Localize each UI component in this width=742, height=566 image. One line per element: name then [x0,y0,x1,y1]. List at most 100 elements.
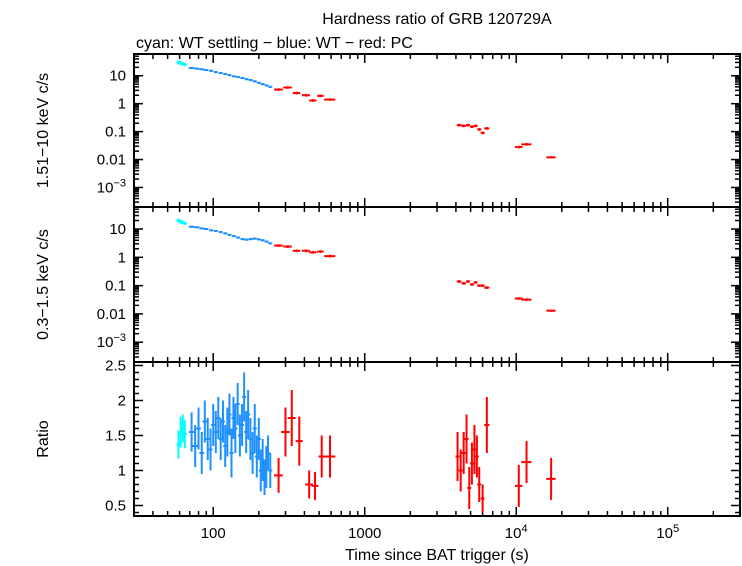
y-tick-label: 1 [118,96,126,113]
data-point [467,467,472,509]
x-axis-label: Time since BAT trigger (s) [345,547,529,564]
data-point [546,457,556,500]
data-point [208,428,213,471]
data-point [274,88,283,91]
data-point [220,400,225,443]
data-point [480,484,485,513]
series-blue [188,225,273,245]
data-point [199,68,205,71]
data-point [477,128,482,131]
data-point [182,62,187,67]
y-tick-label: 1.5 [105,428,126,445]
data-point [204,228,209,231]
data-point [546,309,556,312]
y-tick-label: 0.01 [97,306,126,323]
data-point [484,286,490,289]
data-point [480,131,485,135]
series-cyan [176,414,187,459]
series-blue [188,372,273,495]
data-point [236,236,241,239]
data-point [205,418,210,460]
data-point [461,124,466,128]
plot-frame [133,206,741,363]
x-tick-label: 100 [201,525,226,542]
data-point [256,418,261,460]
panel-soft: 10 1 0.1 0.01 10−3 0.3−1.5 keV c/s [35,206,741,363]
data-point [223,73,228,76]
data-point [268,85,273,88]
data-point [248,79,253,82]
data-point [260,83,265,86]
data-point [465,123,470,127]
data-point [274,457,283,493]
chart-title: Hardness ratio of GRB 120729A [322,11,552,28]
data-point [202,400,208,443]
data-point [472,425,477,474]
data-point [199,432,205,474]
data-point [521,441,532,484]
data-point [301,93,310,97]
y-tick-label: 0.01 [97,152,126,169]
series-blue [188,66,273,88]
data-point [240,76,245,80]
data-point [204,69,209,72]
data-point [268,453,273,488]
data-point [268,242,273,245]
data-point [240,404,245,446]
data-point [209,229,214,232]
data-point [231,235,236,238]
data-point [455,432,460,481]
y-tick-label: 0.1 [105,124,126,141]
series-cyan [176,218,187,225]
data-point [229,428,234,478]
data-point [477,284,482,287]
data-point [188,412,195,452]
data-point [484,127,490,130]
series-red [274,244,556,312]
data-point [242,372,247,422]
data-point [480,284,485,287]
chart-subtitle: cyan: WT settling − blue: WT − red: PC [136,35,413,52]
x-tick-label: 1000 [348,525,381,542]
y-tick-label: 10 [109,221,126,238]
x-tick-label: 104 [505,523,528,542]
data-point [469,442,474,485]
y-axis-label: 1.51−10 keV c/s [35,73,52,188]
data-point [231,75,236,78]
data-point [469,283,474,286]
data-point [458,449,463,492]
data-point [188,66,195,69]
y-axis-label: 0.3−1.5 keV c/s [35,229,52,340]
data-point [211,404,216,446]
data-point [192,425,198,467]
data-point [474,435,479,478]
data-point [248,238,253,241]
series-red [274,86,556,159]
data-point [324,254,336,258]
data-point [213,229,218,233]
data-point [318,435,325,478]
data-point [264,84,269,87]
data-point [199,227,205,230]
y-axis-label: Ratio [35,420,52,457]
data-point [196,407,201,450]
data-point [287,390,296,446]
data-point [182,221,187,225]
data-point [264,240,269,243]
plot-frame [133,53,741,208]
data-point [317,250,324,253]
data-point [295,416,303,466]
data-point [461,282,466,285]
data-point [227,233,232,236]
data-point [514,297,523,300]
data-point [227,74,232,77]
data-point [456,123,462,127]
data-point [514,464,523,507]
y-tick-label: 1 [118,249,126,266]
data-point [235,383,240,425]
data-point [236,76,241,79]
y-tick-label: 0.5 [105,498,126,515]
data-point [283,245,292,248]
y-tick-label: 1 [118,463,126,480]
